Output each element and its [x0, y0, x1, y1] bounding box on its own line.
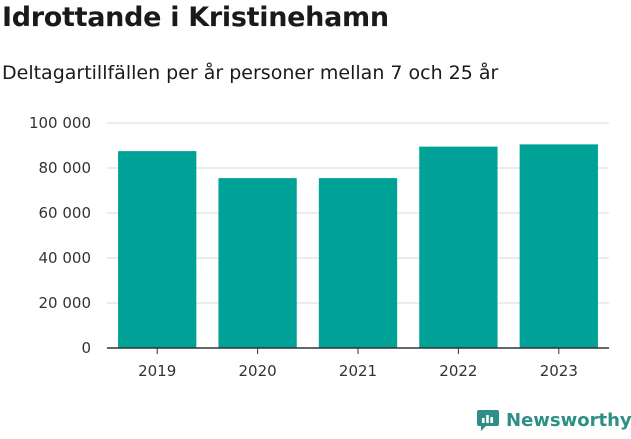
y-tick-label: 100 000 [29, 114, 91, 132]
y-tick-label: 20 000 [39, 294, 92, 312]
bar-2019 [118, 151, 197, 348]
x-tick-label: 2023 [540, 362, 578, 380]
y-tick-label: 80 000 [39, 159, 92, 177]
newsworthy-logo-icon [477, 410, 499, 431]
y-tick-label: 40 000 [39, 249, 92, 267]
brand-name: Newsworthy [506, 409, 631, 431]
bar-2023 [519, 144, 598, 348]
axes: 0 20 000 40 000 60 000 80 000 100 000 2019 2020… [29, 114, 609, 380]
x-tick-label: 2022 [439, 362, 477, 380]
bar-2020 [218, 178, 297, 348]
bar-2022 [419, 146, 498, 348]
newsworthy-brand: Newsworthy [476, 408, 631, 432]
x-tick-label: 2020 [239, 362, 277, 380]
chart-subtitle: Deltagartillfällen per år personer mella… [2, 62, 499, 84]
y-tick-label: 60 000 [39, 204, 92, 222]
x-tick-label: 2021 [339, 362, 377, 380]
bars [118, 144, 598, 348]
bar-2021 [318, 178, 398, 348]
chart-title: Idrottande i Kristinehamn [2, 2, 389, 33]
y-tick-label: 0 [81, 339, 91, 357]
x-tick-label: 2019 [138, 362, 176, 380]
